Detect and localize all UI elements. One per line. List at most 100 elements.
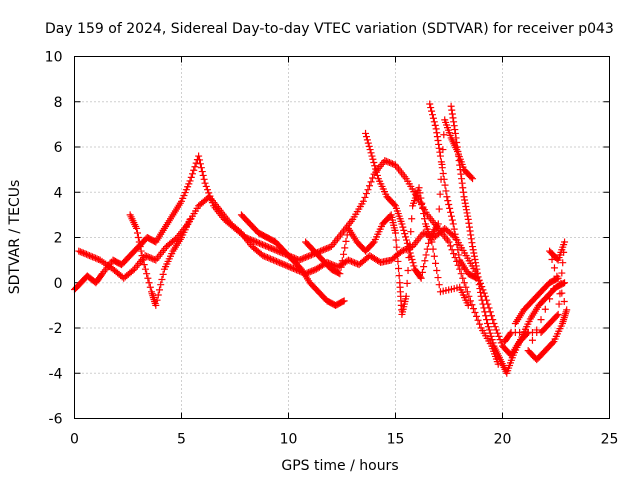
data-point-marker [195,152,203,160]
data-point-marker [435,140,443,148]
y-tick-label: -4 [49,366,63,382]
data-point-marker [273,257,281,265]
data-point-marker [254,239,262,247]
data-point-marker [470,249,478,257]
data-point-marker [464,215,472,223]
data-point-marker [146,254,154,262]
data-point-marker [452,235,460,243]
data-point-marker [266,244,274,252]
data-point-marker [367,149,375,157]
data-point-marker [366,146,374,154]
data-point-marker [303,253,311,261]
data-point-marker [282,261,290,269]
data-point-marker [428,238,436,246]
data-point-marker [395,265,403,273]
data-point-marker [541,305,549,313]
data-point-marker [390,201,398,209]
data-point-marker [89,253,97,261]
data-point-marker [79,249,87,257]
data-point-marker [561,279,569,287]
data-point-marker [404,266,412,274]
data-point-marker [476,288,484,296]
data-point-marker [189,170,197,178]
data-point-marker [538,327,546,335]
data-point-marker [347,257,355,265]
data-point-marker [154,291,162,299]
data-point-marker [259,241,267,249]
data-series [126,184,472,318]
data-point-marker [489,316,497,324]
data-point-marker [438,164,446,172]
data-point-marker [159,270,167,278]
data-point-marker [440,131,448,139]
data-point-marker [426,100,434,108]
x-axis-label: GPS time / hours [281,458,398,474]
data-point-marker [365,142,373,150]
data-series [501,238,571,364]
data-point-marker [392,229,399,237]
data-point-marker [260,252,268,260]
data-point-marker [489,339,497,347]
data-point-marker [465,292,473,300]
data-point-marker [308,267,316,275]
data-point-marker [556,290,564,298]
data-point-marker [304,252,312,260]
data-point-marker [466,227,474,235]
data-point-marker [393,250,401,258]
data-point-marker [134,234,142,241]
data-point-marker [445,238,453,246]
data-point-marker [456,265,464,273]
data-point-marker [286,263,294,271]
data-point-marker [149,255,157,263]
chart-title: Day 159 of 2024, Sidereal Day-to-day VTE… [45,21,614,37]
data-point-marker [479,300,487,308]
data-point-marker [139,256,147,264]
data-point-marker [425,239,433,247]
data-point-marker [450,118,458,126]
data-point-marker [458,175,466,183]
data-point-marker [78,248,86,256]
data-point-marker [417,274,425,282]
data-point-marker [436,148,444,156]
data-point-marker [492,326,500,334]
data-point-marker [317,247,325,255]
data-point-marker [402,292,410,300]
data-point-marker [277,259,285,267]
data-point-marker [76,248,84,256]
data-point-marker [342,237,350,245]
data-point-marker [321,245,329,253]
data-point-marker [558,269,566,277]
data-point-marker [463,209,471,217]
data-point-marker [205,189,213,197]
data-point-marker [484,319,492,327]
data-point-marker [465,219,473,227]
data-point-marker [561,238,569,246]
data-point-marker [429,245,437,253]
y-tick-label: -6 [49,412,63,428]
data-point-marker [449,114,457,122]
data-point-marker [144,253,152,261]
data-point-marker [306,252,314,260]
data-point-marker [405,254,413,262]
data-point-marker [435,205,443,213]
data-point-marker [402,233,410,241]
y-tick-label: -2 [49,321,63,337]
data-point-marker [268,255,276,263]
data-point-marker [465,223,473,231]
data-point-marker [467,235,475,243]
data-point-marker [324,244,332,252]
data-point-marker [201,179,209,187]
data-point-marker [373,168,381,176]
data-point-marker [263,254,271,262]
data-point-marker [475,277,483,285]
data-point-marker [490,319,498,327]
data-point-marker [420,210,428,218]
data-series [362,100,481,282]
data-point-marker [373,171,381,179]
data-point-marker [155,286,163,294]
data-point-marker [268,244,276,252]
data-point-marker [367,178,375,186]
data-point-marker [460,193,468,201]
data-point-marker [433,266,441,274]
